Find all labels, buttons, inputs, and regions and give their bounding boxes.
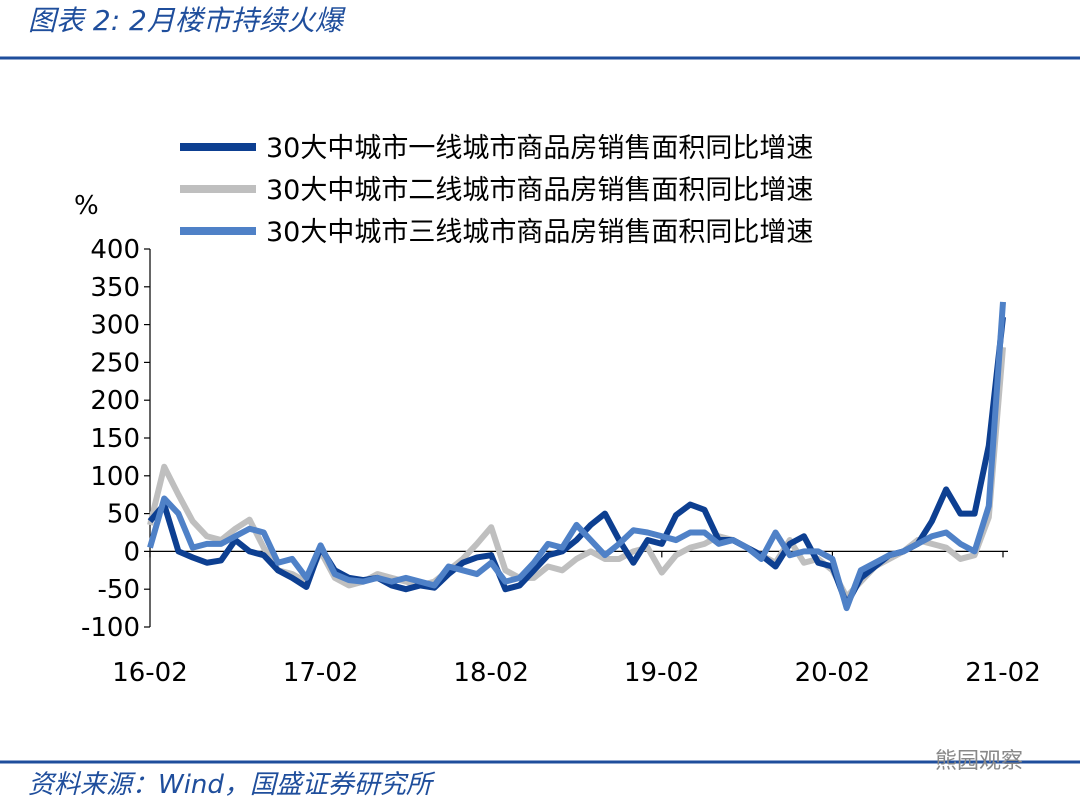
legend-label: 30大中城市一线城市商品房销售面积同比增速 — [266, 133, 813, 164]
y-tick-label: -50 — [98, 575, 140, 605]
y-tick-label: 50 — [107, 500, 140, 530]
legend-label: 30大中城市三线城市商品房销售面积同比增速 — [266, 217, 813, 248]
y-tick-label: 100 — [90, 462, 140, 492]
y-tick-label: 150 — [90, 424, 140, 454]
y-tick-label: 300 — [90, 311, 140, 341]
series-line — [147, 301, 1006, 612]
y-tick-label: 350 — [90, 273, 140, 303]
y-tick-label: 400 — [90, 235, 140, 265]
figure-title: 图表 2: 2月楼市持续火爆 — [28, 4, 346, 37]
x-tick-label: 19-02 — [624, 658, 700, 688]
y-tick-label: 200 — [90, 386, 140, 416]
x-tick-label: 16-02 — [112, 658, 188, 688]
y-tick-label: 250 — [90, 348, 140, 378]
watermark: 熊园观察 — [935, 749, 1023, 774]
x-tick-label: 17-02 — [283, 658, 359, 688]
y-tick-label: 0 — [123, 537, 140, 567]
x-tick-label: 18-02 — [453, 658, 529, 688]
y-tick-label: -100 — [81, 613, 140, 643]
y-axis-label: % — [74, 191, 99, 221]
legend-label: 30大中城市二线城市商品房销售面积同比增速 — [266, 175, 813, 206]
x-tick-label: 21-02 — [965, 658, 1041, 688]
x-tick-label: 20-02 — [795, 658, 871, 688]
source-note: 资料来源：Wind，国盛证券研究所 — [28, 770, 436, 800]
